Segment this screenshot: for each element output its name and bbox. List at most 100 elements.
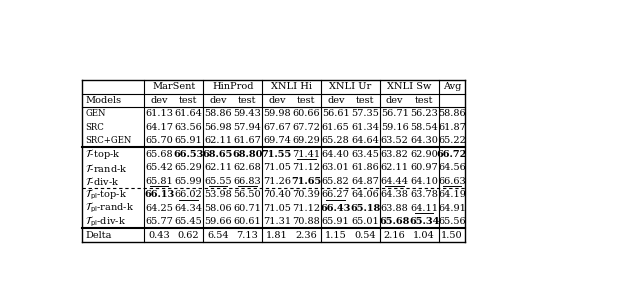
Text: 6.54: 6.54 [207, 230, 228, 239]
Text: 58.06: 58.06 [204, 204, 232, 213]
Text: 64.06: 64.06 [351, 190, 379, 199]
Text: 71.12: 71.12 [292, 163, 321, 172]
Text: dev: dev [386, 96, 403, 105]
Text: 71.31: 71.31 [263, 217, 291, 226]
Text: 63.88: 63.88 [381, 204, 408, 213]
Text: 64.11: 64.11 [410, 204, 438, 213]
Text: 65.56: 65.56 [438, 217, 466, 226]
Text: Models: Models [85, 96, 122, 105]
Text: 61.65: 61.65 [322, 123, 349, 132]
Text: 65.91: 65.91 [175, 136, 202, 145]
Text: MarSent: MarSent [152, 82, 195, 91]
Text: 65.68: 65.68 [145, 150, 173, 159]
Text: 71.26: 71.26 [263, 177, 291, 186]
Text: 63.78: 63.78 [410, 190, 438, 199]
Text: 65.81: 65.81 [145, 177, 173, 186]
Text: 68.65: 68.65 [203, 150, 233, 159]
Text: XNLI Sw: XNLI Sw [387, 82, 431, 91]
Text: test: test [297, 96, 316, 105]
Text: 2.36: 2.36 [296, 230, 317, 239]
Text: 62.90: 62.90 [410, 150, 438, 159]
Text: 66.13: 66.13 [144, 190, 174, 199]
Text: 66.43: 66.43 [321, 204, 351, 213]
Text: 71.41: 71.41 [292, 150, 321, 159]
Text: SRC: SRC [85, 123, 104, 132]
Text: $\mathcal{T}_{\mathrm{pl}}$-top-k: $\mathcal{T}_{\mathrm{pl}}$-top-k [85, 187, 127, 202]
Text: 56.23: 56.23 [410, 109, 438, 118]
Text: 64.38: 64.38 [381, 190, 408, 199]
Text: 65.91: 65.91 [322, 217, 349, 226]
Text: 71.65: 71.65 [291, 177, 321, 186]
Text: 60.71: 60.71 [234, 204, 261, 213]
Text: 58.86: 58.86 [204, 109, 232, 118]
Text: 61.13: 61.13 [145, 109, 173, 118]
Text: 59.66: 59.66 [204, 217, 232, 226]
Text: 61.86: 61.86 [351, 163, 379, 172]
Text: 69.74: 69.74 [263, 136, 291, 145]
Text: $\mathcal{T}$-div-k: $\mathcal{T}$-div-k [85, 175, 120, 187]
Text: 65.70: 65.70 [145, 136, 173, 145]
Text: 65.77: 65.77 [145, 217, 173, 226]
Text: test: test [356, 96, 374, 105]
Text: 65.68: 65.68 [380, 217, 410, 226]
Text: 66.83: 66.83 [234, 177, 261, 186]
Text: 56.61: 56.61 [322, 109, 349, 118]
Text: 65.22: 65.22 [438, 136, 466, 145]
Text: dev: dev [327, 96, 344, 105]
Text: 62.11: 62.11 [204, 163, 232, 172]
Text: 62.11: 62.11 [381, 163, 409, 172]
Text: 1.50: 1.50 [441, 230, 463, 239]
Text: 60.66: 60.66 [292, 109, 320, 118]
Text: 57.94: 57.94 [234, 123, 261, 132]
Text: 65.29: 65.29 [175, 163, 202, 172]
Text: 64.91: 64.91 [438, 204, 466, 213]
Text: 71.05: 71.05 [263, 204, 291, 213]
Text: 0.54: 0.54 [355, 230, 376, 239]
Text: dev: dev [209, 96, 227, 105]
Text: 63.01: 63.01 [322, 163, 349, 172]
Text: 62.68: 62.68 [234, 163, 261, 172]
Text: 56.50: 56.50 [234, 190, 261, 199]
Text: $\mathcal{T}_{\mathrm{pl}}$-div-k: $\mathcal{T}_{\mathrm{pl}}$-div-k [85, 214, 127, 229]
Text: 64.64: 64.64 [351, 136, 379, 145]
Text: XNLI Ur: XNLI Ur [330, 82, 372, 91]
Text: dev: dev [268, 96, 285, 105]
Text: 1.04: 1.04 [413, 230, 435, 239]
Text: 64.40: 64.40 [322, 150, 349, 159]
Text: 0.43: 0.43 [148, 230, 170, 239]
Text: 58.86: 58.86 [438, 109, 466, 118]
Text: 56.98: 56.98 [204, 123, 232, 132]
Text: 64.30: 64.30 [410, 136, 438, 145]
Text: test: test [415, 96, 433, 105]
Text: 60.61: 60.61 [234, 217, 261, 226]
Text: 64.10: 64.10 [410, 177, 438, 186]
Text: 64.34: 64.34 [175, 204, 202, 213]
Text: 0.62: 0.62 [178, 230, 199, 239]
Text: 65.82: 65.82 [322, 177, 349, 186]
Text: 1.15: 1.15 [325, 230, 347, 239]
Text: 61.87: 61.87 [438, 123, 466, 132]
Text: 66.27: 66.27 [322, 190, 349, 199]
Text: 2.16: 2.16 [384, 230, 406, 239]
Text: test: test [238, 96, 257, 105]
Text: 59.16: 59.16 [381, 123, 408, 132]
Text: dev: dev [150, 96, 168, 105]
Text: 65.45: 65.45 [175, 217, 202, 226]
Text: Delta: Delta [85, 230, 112, 239]
Text: 61.64: 61.64 [175, 109, 202, 118]
Text: Avg: Avg [443, 82, 461, 91]
Text: 71.12: 71.12 [292, 204, 321, 213]
Text: 65.01: 65.01 [351, 217, 379, 226]
Text: 65.55: 65.55 [204, 177, 232, 186]
Text: 59.98: 59.98 [263, 109, 291, 118]
Text: 63.45: 63.45 [351, 150, 379, 159]
Text: 64.25: 64.25 [145, 204, 173, 213]
Text: 1.81: 1.81 [266, 230, 288, 239]
Text: 64.19: 64.19 [438, 190, 466, 199]
Text: 59.43: 59.43 [234, 109, 261, 118]
Text: 66.63: 66.63 [438, 177, 466, 186]
Text: 67.67: 67.67 [263, 123, 291, 132]
Text: 69.29: 69.29 [292, 136, 320, 145]
Text: 70.88: 70.88 [292, 217, 320, 226]
Text: 60.97: 60.97 [410, 163, 438, 172]
